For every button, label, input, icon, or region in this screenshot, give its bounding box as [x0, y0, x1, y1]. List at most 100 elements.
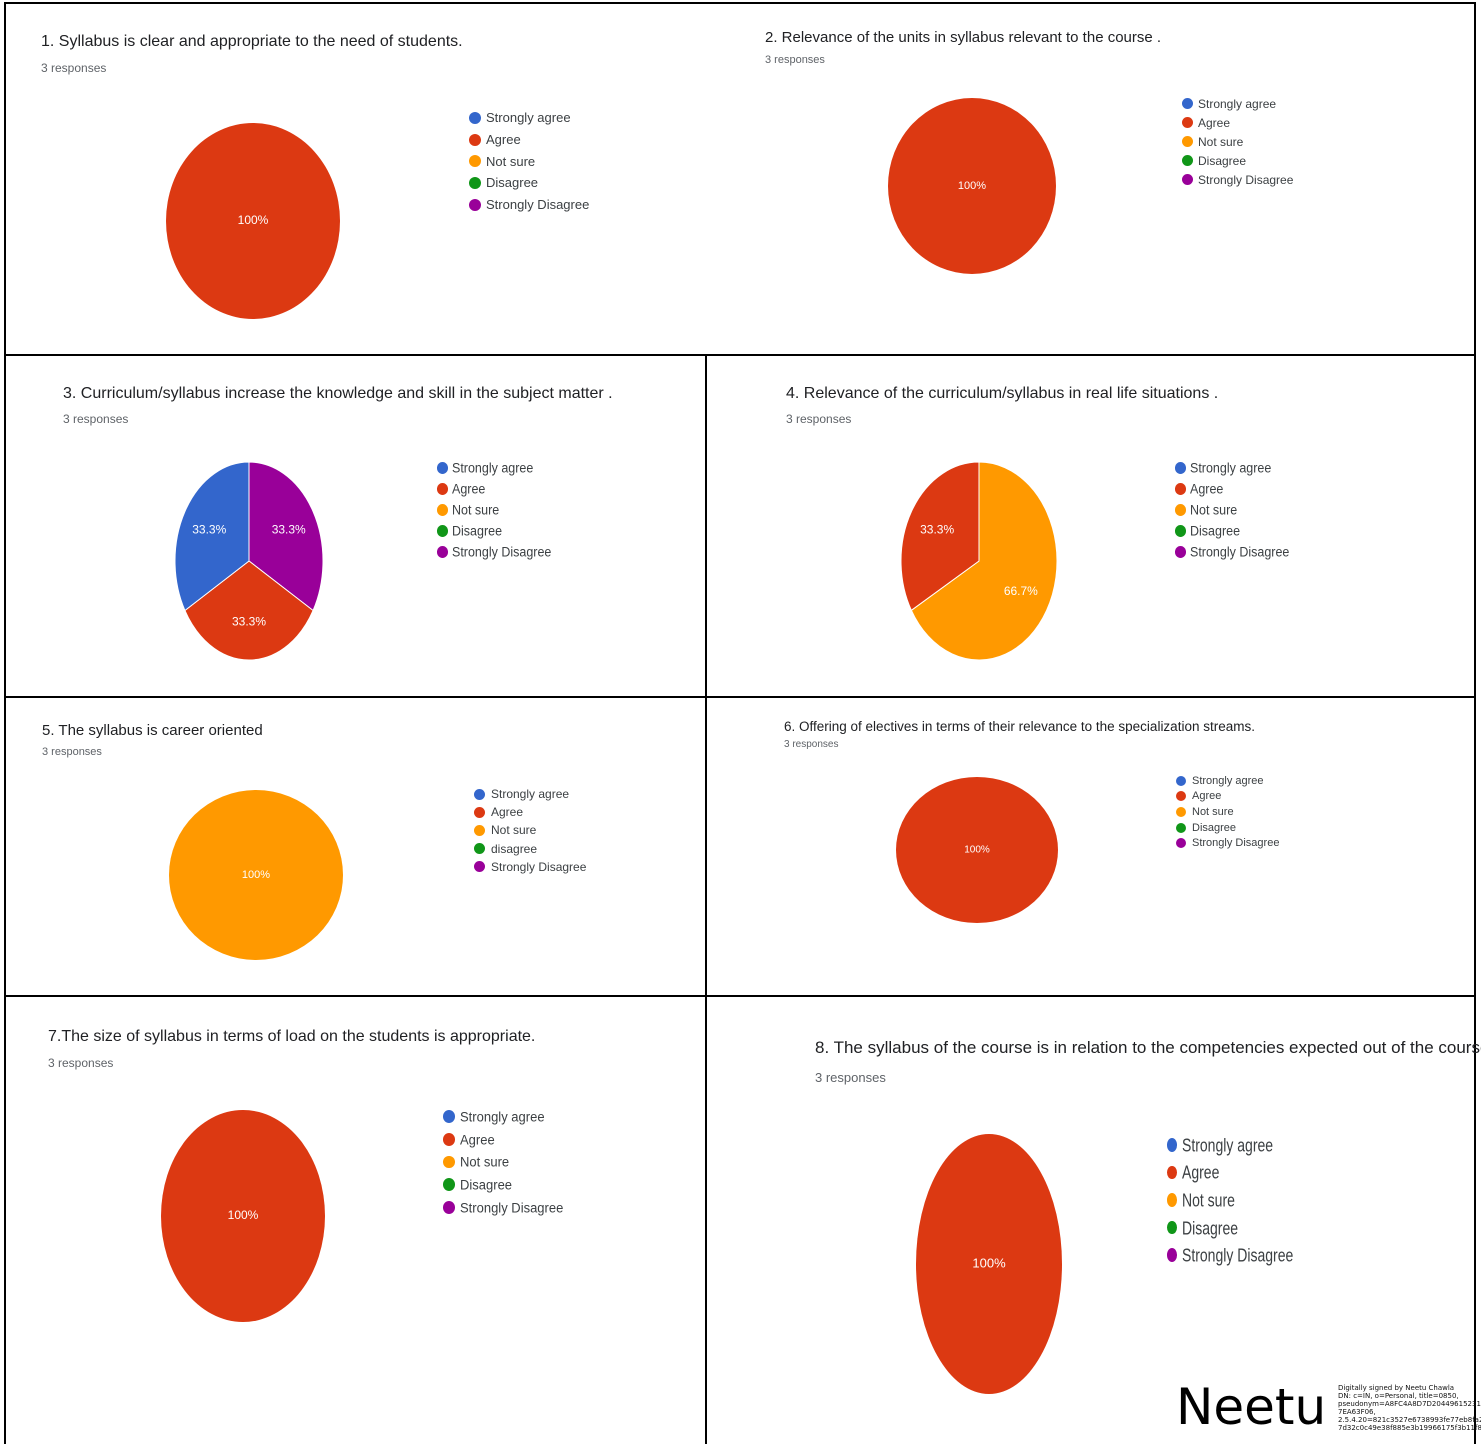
legend-swatch	[437, 461, 448, 474]
legend-label: Strongly Disagree	[460, 1199, 564, 1216]
legend-label: Not sure	[1198, 134, 1244, 149]
legend-item-disagree: disagree	[474, 840, 586, 858]
pie-slice-strongly-agree	[174, 461, 250, 612]
border-left	[4, 2, 6, 1444]
legend-item-strongly-agree: Strongly agree	[1176, 773, 1279, 789]
response-count: 3 responses	[48, 1056, 114, 1070]
chart-title: 6. Offering of electives in terms of the…	[784, 719, 1255, 734]
legend-item-disagree: Disagree	[1176, 820, 1279, 836]
response-count: 3 responses	[815, 1070, 886, 1085]
chart-panel-3: 3. Curriculum/syllabus increase the know…	[44, 358, 666, 696]
legend-swatch	[1175, 461, 1186, 474]
chart-title: 4. Relevance of the curriculum/syllabus …	[786, 385, 1219, 402]
pie-chart: 100%	[916, 1134, 1062, 1394]
legend-label: Not sure	[1190, 502, 1238, 518]
legend-swatch	[443, 1132, 455, 1146]
legend-label: Strongly Disagree	[486, 197, 590, 213]
row-divider-3	[4, 995, 1476, 997]
legend-item-not-sure: Not sure	[443, 1151, 563, 1174]
chart-legend: Strongly agree Agree Not sure Disagree Stron…	[1175, 457, 1289, 563]
legend-swatch	[469, 176, 481, 189]
slice-label: 100%	[242, 869, 270, 881]
chart-legend: Strongly agree Agree Not sure Disagree Stron…	[469, 107, 589, 215]
legend-item-strongly-agree: Strongly agree	[1175, 457, 1289, 478]
legend-label: Strongly agree	[486, 110, 571, 126]
response-count: 3 responses	[765, 54, 825, 66]
legend-swatch	[474, 824, 485, 836]
pie-slice-agree	[900, 461, 980, 612]
legend-swatch	[1175, 525, 1186, 538]
legend-swatch	[474, 843, 485, 855]
legend-swatch	[1176, 806, 1186, 817]
signature-details: Digitally signed by Neetu Chawla DN: c=I…	[1338, 1384, 1481, 1432]
legend-swatch	[1167, 1248, 1177, 1262]
legend-item-not-sure: Not sure	[1167, 1186, 1293, 1214]
legend-item-agree: Agree	[1167, 1159, 1293, 1187]
legend-swatch	[1175, 504, 1186, 516]
legend-item-strongly-disagree: Strongly Disagree	[474, 858, 586, 876]
legend-item-not-sure: Not sure	[1175, 499, 1289, 520]
legend-item-strongly-disagree: Strongly Disagree	[443, 1196, 563, 1219]
legend-label: Strongly agree	[1192, 774, 1264, 787]
response-count: 3 responses	[63, 412, 129, 426]
legend-item-not-sure: Not sure	[1182, 132, 1293, 151]
slice-label: 100%	[238, 213, 269, 227]
legend-label: Strongly agree	[1198, 96, 1277, 111]
legend-swatch	[437, 525, 448, 538]
signature-detail-line: 2.5.4.20=821c3527e6738993fe77eb8fa20	[1338, 1416, 1481, 1424]
border-right	[1474, 2, 1476, 1444]
legend-item-strongly-disagree: Strongly Disagree	[1176, 835, 1279, 851]
signature-detail-line: 7d32c0c49e38f885e3b19966175f3b11f8c	[1338, 1424, 1481, 1432]
response-count: 3 responses	[786, 412, 852, 426]
response-count: 3 responses	[41, 61, 107, 75]
legend-item-not-sure: Not sure	[1176, 804, 1279, 820]
legend-label: Strongly agree	[460, 1108, 545, 1125]
slice-label: 66.7%	[1004, 584, 1038, 598]
legend-item-not-sure: Not sure	[474, 821, 586, 839]
legend-swatch	[437, 546, 448, 559]
legend-swatch	[1182, 117, 1193, 128]
pie-chart: 66.7% 33.3%	[900, 461, 1058, 661]
legend-label: Disagree	[1192, 821, 1237, 834]
chart-title: 5. The syllabus is career oriented	[42, 722, 263, 739]
legend-item-strongly-disagree: Strongly Disagree	[437, 542, 551, 563]
legend-item-strongly-agree: Strongly agree	[474, 785, 586, 803]
slice-label: 33.3%	[272, 522, 306, 536]
response-count: 3 responses	[784, 739, 839, 750]
legend-item-strongly-agree: Strongly agree	[1167, 1131, 1293, 1159]
legend-item-strongly-agree: Strongly agree	[469, 107, 589, 129]
legend-label: Agree	[1190, 481, 1224, 497]
legend-label: Not sure	[460, 1154, 510, 1170]
legend-swatch	[469, 111, 481, 124]
legend-label: Not sure	[1182, 1189, 1235, 1211]
slice-label: 100%	[228, 1208, 259, 1222]
chart-legend: Strongly agree Agree Not sure Disagree Stron…	[1176, 773, 1279, 851]
row-divider-2	[4, 696, 1476, 698]
legend-swatch	[443, 1178, 455, 1192]
pie-slice-agree	[896, 777, 1058, 923]
legend-label: Strongly Disagree	[1190, 544, 1290, 560]
pie-chart: 100%	[888, 98, 1056, 274]
legend-label: Disagree	[486, 175, 539, 191]
pie-slice-agree	[161, 1110, 325, 1322]
legend-item-strongly-disagree: Strongly Disagree	[469, 194, 589, 216]
legend-item-disagree: Disagree	[1167, 1214, 1293, 1242]
slice-label: 33.3%	[232, 615, 266, 629]
chart-legend: Strongly agree Agree Not sure disagree Stron…	[474, 785, 586, 876]
legend-item-not-sure: Not sure	[437, 499, 551, 520]
legend-swatch	[437, 482, 448, 495]
pie-slice-agree	[916, 1134, 1062, 1394]
legend-swatch	[443, 1110, 455, 1123]
legend-label: Agree	[452, 481, 486, 497]
chart-panel-4: 4. Relevance of the curriculum/syllabus …	[764, 358, 1416, 696]
legend-item-agree: Agree	[469, 129, 589, 151]
legend-label: Strongly Disagree	[1182, 1244, 1294, 1266]
legend-swatch	[1176, 791, 1186, 802]
signature-detail-line: pseudonym=A8FC4A8D7D204496152318	[1338, 1400, 1481, 1408]
legend-swatch	[1182, 155, 1193, 166]
legend-label: Disagree	[1182, 1216, 1239, 1239]
chart-title: 1. Syllabus is clear and appropriate to …	[41, 33, 463, 50]
legend-swatch	[1167, 1165, 1177, 1180]
pie-chart: 100%	[896, 777, 1058, 923]
legend-swatch	[469, 198, 481, 211]
